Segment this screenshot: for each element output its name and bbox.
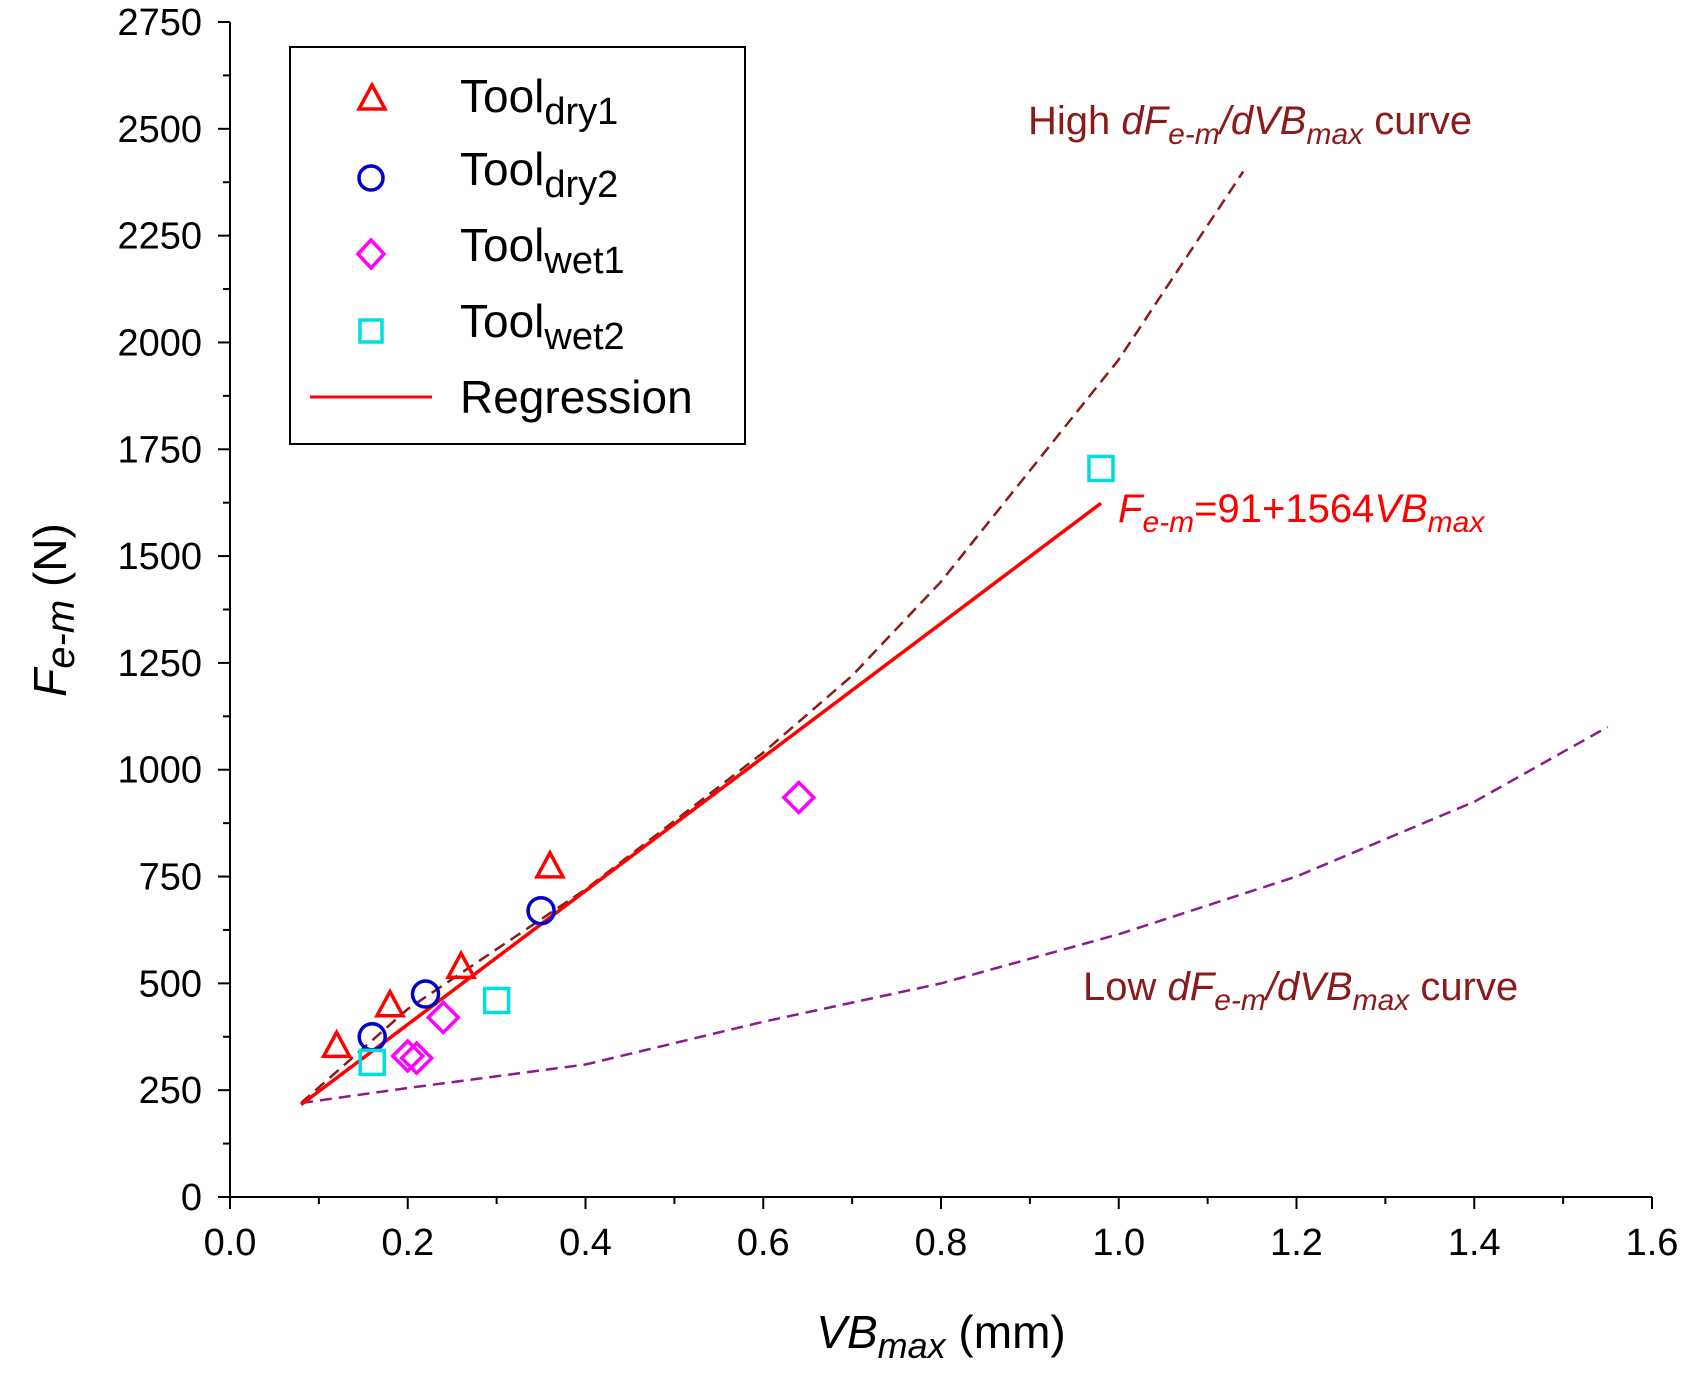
legend-label-dry1: Tool bbox=[460, 70, 544, 122]
x-tick-label: 1.6 bbox=[1626, 1222, 1679, 1264]
marker-dry2 bbox=[526, 895, 556, 926]
x-tick-label: 0.8 bbox=[915, 1222, 968, 1264]
high-curve bbox=[300, 170, 1245, 1104]
y-tick-label: 2000 bbox=[117, 322, 202, 364]
legend-item-wet1: Toolwet1 bbox=[355, 219, 625, 282]
x-axis-title: VBmax (mm) bbox=[816, 1306, 1065, 1366]
marker-wet2 bbox=[358, 1048, 386, 1077]
legend-item-dry2: Tooldry2 bbox=[357, 143, 618, 206]
y-tick-label: 2500 bbox=[117, 109, 202, 151]
y-tick-label: 0 bbox=[181, 1177, 202, 1219]
marker-wet1 bbox=[425, 1000, 461, 1036]
svg-text:Tooldry1: Tooldry1 bbox=[460, 70, 618, 133]
marker-dry2 bbox=[410, 979, 441, 1009]
y-tick-label: 1500 bbox=[117, 536, 202, 578]
svg-text:Toolwet2: Toolwet2 bbox=[460, 295, 625, 358]
legend-item-dry1: Tooldry1 bbox=[356, 70, 618, 133]
marker-dry2 bbox=[357, 1022, 387, 1052]
marker-dry1 bbox=[445, 949, 478, 980]
x-tick-label: 1.2 bbox=[1270, 1222, 1323, 1264]
legend-label-dry2: Tool bbox=[460, 143, 544, 195]
x-tick-label: 0.0 bbox=[204, 1222, 257, 1264]
legend-diamond-marker bbox=[355, 237, 387, 271]
legend: Tooldry1 Tooldry2 Toolwet1 Toolwet2 Regr… bbox=[289, 46, 746, 445]
svg-text:Toolwet1: Toolwet1 bbox=[460, 219, 625, 282]
y-tick-label: 500 bbox=[139, 963, 202, 1005]
marker-wet2 bbox=[1087, 454, 1115, 483]
x-ticks: 0.0 0.2 0.4 0.6 0.8 1.0 1.2 1.4 1.6 bbox=[204, 1197, 1679, 1264]
y-tick-label: 250 bbox=[139, 1070, 202, 1112]
y-ticks: 0 250 500 750 1000 1250 1500 1750 2000 2250 2500 27… bbox=[117, 2, 230, 1219]
regression-line bbox=[300, 501, 1103, 1107]
data-markers bbox=[320, 454, 1115, 1077]
x-tick-label: 0.6 bbox=[737, 1222, 790, 1264]
legend-item-wet2: Toolwet2 bbox=[358, 295, 625, 358]
x-tick-label: 0.4 bbox=[559, 1222, 612, 1264]
x-tick-label: 0.2 bbox=[381, 1222, 434, 1264]
marker-dry1 bbox=[320, 1028, 353, 1059]
marker-wet1 bbox=[390, 1038, 426, 1074]
marker-dry1 bbox=[534, 849, 566, 879]
y-tick-label: 1000 bbox=[117, 750, 202, 792]
legend-item-regression: Regression bbox=[310, 371, 693, 423]
regression-line-group bbox=[300, 501, 1103, 1107]
legend-label-wet1: Tool bbox=[460, 219, 544, 271]
low-curve bbox=[300, 725, 1609, 1105]
legend-label-regression: Regression bbox=[460, 371, 693, 423]
y-tick-label: 2750 bbox=[117, 2, 202, 44]
x-tick-label: 1.0 bbox=[1092, 1222, 1145, 1264]
regression-equation-label: Fe-m=91+1564VBmax bbox=[1118, 487, 1485, 539]
x-tick-label: 1.4 bbox=[1448, 1222, 1501, 1264]
curves bbox=[300, 170, 1609, 1105]
legend-circle-marker bbox=[357, 164, 385, 192]
marker-wet2 bbox=[482, 986, 511, 1015]
y-axis-title: Fe-m (N) bbox=[24, 523, 83, 697]
marker-wet1 bbox=[781, 780, 817, 815]
legend-triangle-marker bbox=[356, 81, 388, 111]
high-curve-label: High dFe-m/dVBmax curve bbox=[1028, 99, 1472, 151]
marker-dry1 bbox=[374, 988, 406, 1018]
y-tick-label: 1250 bbox=[117, 643, 202, 685]
y-tick-label: 1750 bbox=[117, 429, 202, 471]
marker-wet1 bbox=[399, 1040, 435, 1076]
y-tick-label: 2250 bbox=[117, 216, 202, 258]
low-curve-label: Low dFe-m/dVBmax curve bbox=[1083, 965, 1518, 1017]
legend-label-wet2: Tool bbox=[460, 295, 544, 347]
y-tick-label: 750 bbox=[139, 857, 202, 899]
svg-text:Tooldry2: Tooldry2 bbox=[460, 143, 618, 206]
legend-square-marker bbox=[358, 318, 384, 344]
